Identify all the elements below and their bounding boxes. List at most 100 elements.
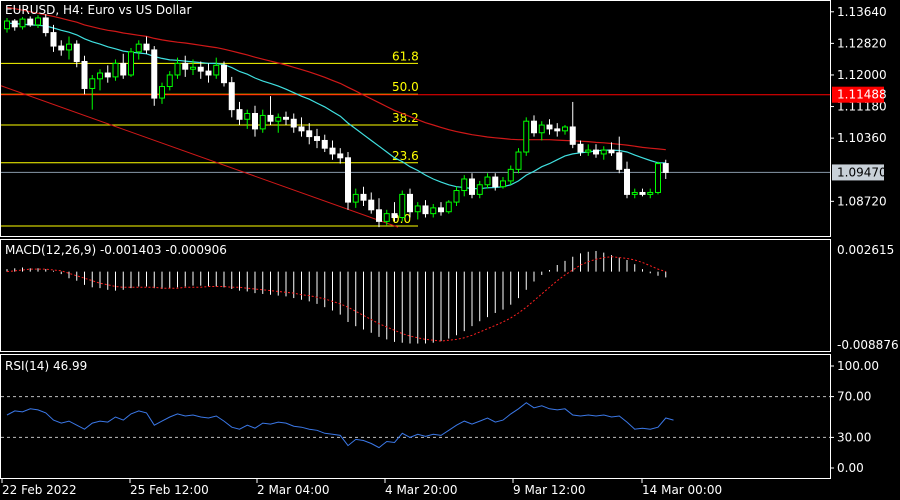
candle-body [616,152,623,170]
candle-body [166,74,173,88]
candle-body [159,86,165,99]
candlestick-series[interactable] [4,14,669,228]
candle-body [360,193,367,201]
candle-body [81,60,88,89]
price-tick-label: 1.10360 [837,131,887,145]
candle-body [600,149,607,155]
candle-body [399,193,406,219]
candle-body [554,128,561,132]
candle-body [414,205,421,213]
candle-body [647,191,654,195]
macd-min-label: -0.008876 [837,338,899,352]
candle-body [461,178,468,192]
trend-line [0,85,399,228]
candle-body [58,45,65,51]
candle-body [112,62,119,78]
candle-body [538,124,545,134]
ma-slow-line [6,6,666,151]
candle-body [298,126,305,132]
candle-body [252,112,258,130]
candle-body [368,199,375,211]
time-tick-label: 4 Mar 20:00 [385,483,458,497]
candle-body [438,207,444,213]
candle-body [283,116,289,120]
candle-body [639,191,646,195]
candle-body [352,193,359,203]
candle-body [259,114,266,130]
price-pane-frame [0,0,831,237]
candle-body [42,17,49,34]
time-tick-label: 22 Feb 2022 [2,483,77,497]
candle-body [391,213,398,219]
price-tick-label: 1.13640 [837,5,887,19]
price-lines [0,85,830,228]
candle-body [422,205,429,215]
candle-body [66,43,72,51]
candle-body [205,70,212,76]
candle-body [593,149,599,155]
candle-body [492,176,499,188]
rsi-indicator[interactable]: 100.00 70.00 30.00 0.00 [1,359,879,475]
fib-level-label: 61.8 [392,49,419,63]
candle-body [267,114,274,122]
rsi-tick-label: 30.00 [837,430,871,444]
candle-body [608,149,615,154]
candle-body [484,176,491,186]
candle-body [35,17,41,26]
candle-body [624,168,630,195]
candle-body [531,120,537,134]
candle-body [337,153,344,159]
macd-signal-line [6,256,666,342]
candle-body [500,180,506,188]
rsi-line [6,402,674,449]
candle-body [376,209,382,222]
candle-body [151,49,158,99]
price-tick-label: 1.12000 [837,68,887,82]
fib-level-label: 23.6 [392,149,419,163]
bid-price-box [832,164,884,181]
candle-body [104,72,111,78]
candle-body [306,130,313,138]
rsi-tick-label: 100.00 [837,359,879,373]
pane-frames [0,0,831,479]
fib-level-label: 50.0 [392,80,419,94]
candle-body [585,149,592,153]
candle-body [120,62,127,76]
candle-body [445,201,452,213]
macd-indicator[interactable]: 0.002615 -0.008876 [6,243,899,352]
candle-body [662,163,669,173]
time-tick-label: 25 Feb 12:00 [130,483,209,497]
candle-body [453,190,460,203]
candle-body [19,18,26,28]
candle-body [430,207,437,215]
candle-body [569,126,576,145]
symbol-label: EURUSD, H4: Euro vs US Dollar [5,3,191,17]
candle-body [190,66,196,70]
rsi-pane-frame [0,354,831,479]
candle-body [182,62,189,70]
candle-body [515,151,522,170]
ask-price-box [832,86,884,103]
price-axis: 1.13640 1.12820 1.12000 1.11180 1.10360 1.087… [830,5,887,208]
price-tick-label: 1.08720 [837,194,887,208]
rsi-tick-label: 0.00 [837,461,864,475]
moving-averages [6,6,666,190]
candle-body [97,72,103,80]
candle-body [507,168,514,182]
macd-pane-frame [0,239,831,352]
rsi-tick-label: 70.00 [837,390,871,404]
macd-max-label: 0.002615 [837,243,894,257]
candle-body [655,163,661,193]
candle-body [143,43,150,51]
candle-body [546,124,553,130]
candle-body [329,147,336,155]
candle-body [4,20,10,30]
bid-price-label: 1.09470 [837,165,887,179]
fib-level-label: 38.2 [392,111,419,125]
candle-body [345,157,351,203]
price-tick-label: 1.12820 [837,36,887,50]
ask-price-label: 1.11488 [837,88,887,102]
candle-body [244,112,251,120]
